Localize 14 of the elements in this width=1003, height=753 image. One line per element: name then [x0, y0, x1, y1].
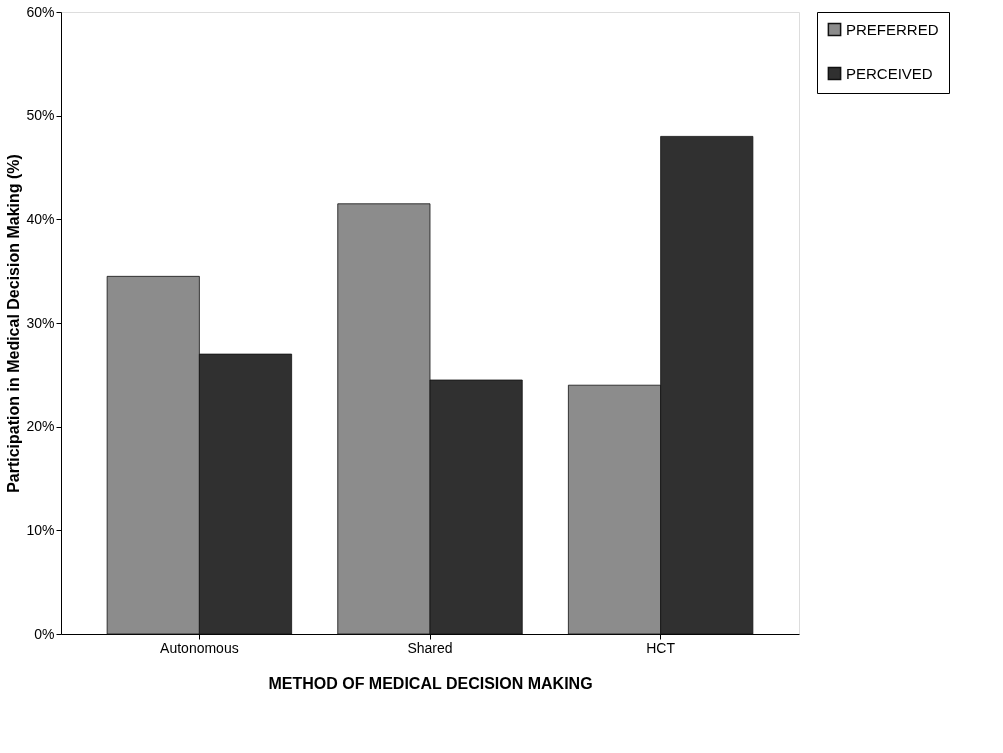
y-tick-label: 20% — [26, 418, 55, 435]
y-tick-label: 10% — [26, 521, 55, 538]
legend-label: PERCEIVED — [846, 64, 933, 82]
y-tick-label: 50% — [26, 107, 55, 124]
y-tick-label: 0% — [34, 625, 55, 642]
y-tick-label: 40% — [26, 210, 55, 227]
y-tick-label: 60% — [26, 3, 55, 20]
y-tick-label: 30% — [26, 314, 55, 331]
x-axis-title: METHOD OF MEDICAL DECISION MAKING — [268, 674, 593, 692]
x-tick-label: HCT — [646, 639, 676, 656]
legend-label: PREFERRED — [846, 20, 939, 38]
x-tick-label: Shared — [407, 639, 453, 656]
x-tick-label: Autonomous — [160, 639, 239, 656]
y-axis-title: Participation in Medical Decision Making (%) — [5, 154, 23, 493]
